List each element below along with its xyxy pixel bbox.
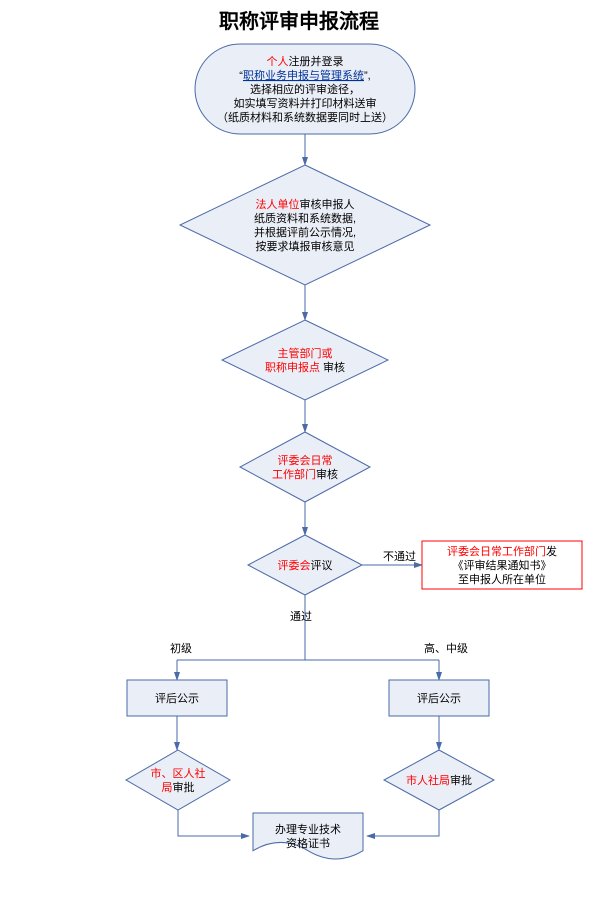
svg-text:通过: 通过 [290, 610, 312, 623]
node-d3: 评委会日常工作部门审核 [240, 432, 370, 502]
svg-text:初级: 初级 [170, 641, 192, 655]
node-final: 办理专业技术资格证书 [253, 813, 363, 859]
node-d2: 主管部门或职称申报点 审核 [222, 320, 388, 400]
svg-text:工作部门审核: 工作部门审核 [272, 467, 338, 481]
svg-text:评委会日常: 评委会日常 [278, 454, 333, 467]
svg-text:评委会评议: 评委会评议 [278, 559, 333, 572]
edge: 高、中级 [305, 641, 468, 660]
edge: 通过 [290, 595, 312, 660]
page-title: 职称评审申报流程 [219, 9, 379, 33]
svg-text:主管部门或: 主管部门或 [278, 346, 333, 360]
node-d4: 评委会评议 [248, 535, 362, 595]
svg-text:纸质资料和系统数据,: 纸质资料和系统数据, [254, 211, 356, 225]
edge: 不通过 [362, 550, 422, 565]
svg-text:如实填写资料并打印材料送审: 如实填写资料并打印材料送审 [234, 96, 377, 110]
node-pubL: 评后公示 [127, 680, 227, 716]
node-d1: 法人单位审核申报人纸质资料和系统数据,并根据评前公示情况,按要求填报审核意见 [180, 165, 430, 285]
svg-text:局审批: 局审批 [162, 780, 195, 794]
svg-text:高、中级: 高、中级 [424, 641, 468, 655]
svg-text:评后公示: 评后公示 [417, 692, 461, 705]
svg-text:资格证书: 资格证书 [286, 836, 330, 850]
svg-text:选择相应的评审途径，: 选择相应的评审途径， [250, 82, 360, 96]
svg-text:评后公示: 评后公示 [155, 692, 199, 705]
svg-text:至申报人所在单位: 至申报人所在单位 [458, 572, 546, 586]
svg-text:（纸质材料和系统数据要同时上送）: （纸质材料和系统数据要同时上送） [217, 110, 393, 124]
edge [367, 810, 439, 836]
svg-text:个人注册并登录: 个人注册并登录 [267, 54, 344, 68]
edge: 初级 [170, 641, 305, 660]
svg-text:按要求填报审核意见: 按要求填报审核意见 [256, 239, 355, 253]
node-apprR: 市人社局审批 [384, 750, 494, 810]
svg-text:市、区人社: 市、区人社 [151, 766, 206, 780]
svg-text:不通过: 不通过 [383, 550, 416, 563]
nodes: 个人注册并登录“职称业务申报与管理系统”,选择相应的评审途径，如实填写资料并打印… [126, 44, 582, 859]
node-pubR: 评后公示 [389, 680, 489, 716]
svg-text:市人社局审批: 市人社局审批 [406, 773, 472, 787]
svg-text:职称申报点 审核: 职称申报点 审核 [265, 360, 345, 374]
svg-text:办理专业技术: 办理专业技术 [275, 822, 341, 836]
svg-text:评委会日常工作部门发: 评委会日常工作部门发 [447, 544, 557, 558]
edge [178, 810, 249, 836]
node-start: 个人注册并登录“职称业务申报与管理系统”,选择相应的评审途径，如实填写资料并打印… [195, 44, 415, 134]
svg-text:“职称业务申报与管理系统”,: “职称业务申报与管理系统”, [239, 68, 370, 82]
node-apprL: 市、区人社局审批 [126, 750, 230, 810]
svg-text:《评审结果通知书》: 《评审结果通知书》 [453, 558, 552, 572]
node-notice: 评委会日常工作部门发《评审结果通知书》至申报人所在单位 [422, 541, 582, 589]
svg-text:并根据评前公示情况,: 并根据评前公示情况, [254, 225, 356, 239]
svg-text:法人单位审核申报人: 法人单位审核申报人 [256, 197, 355, 211]
